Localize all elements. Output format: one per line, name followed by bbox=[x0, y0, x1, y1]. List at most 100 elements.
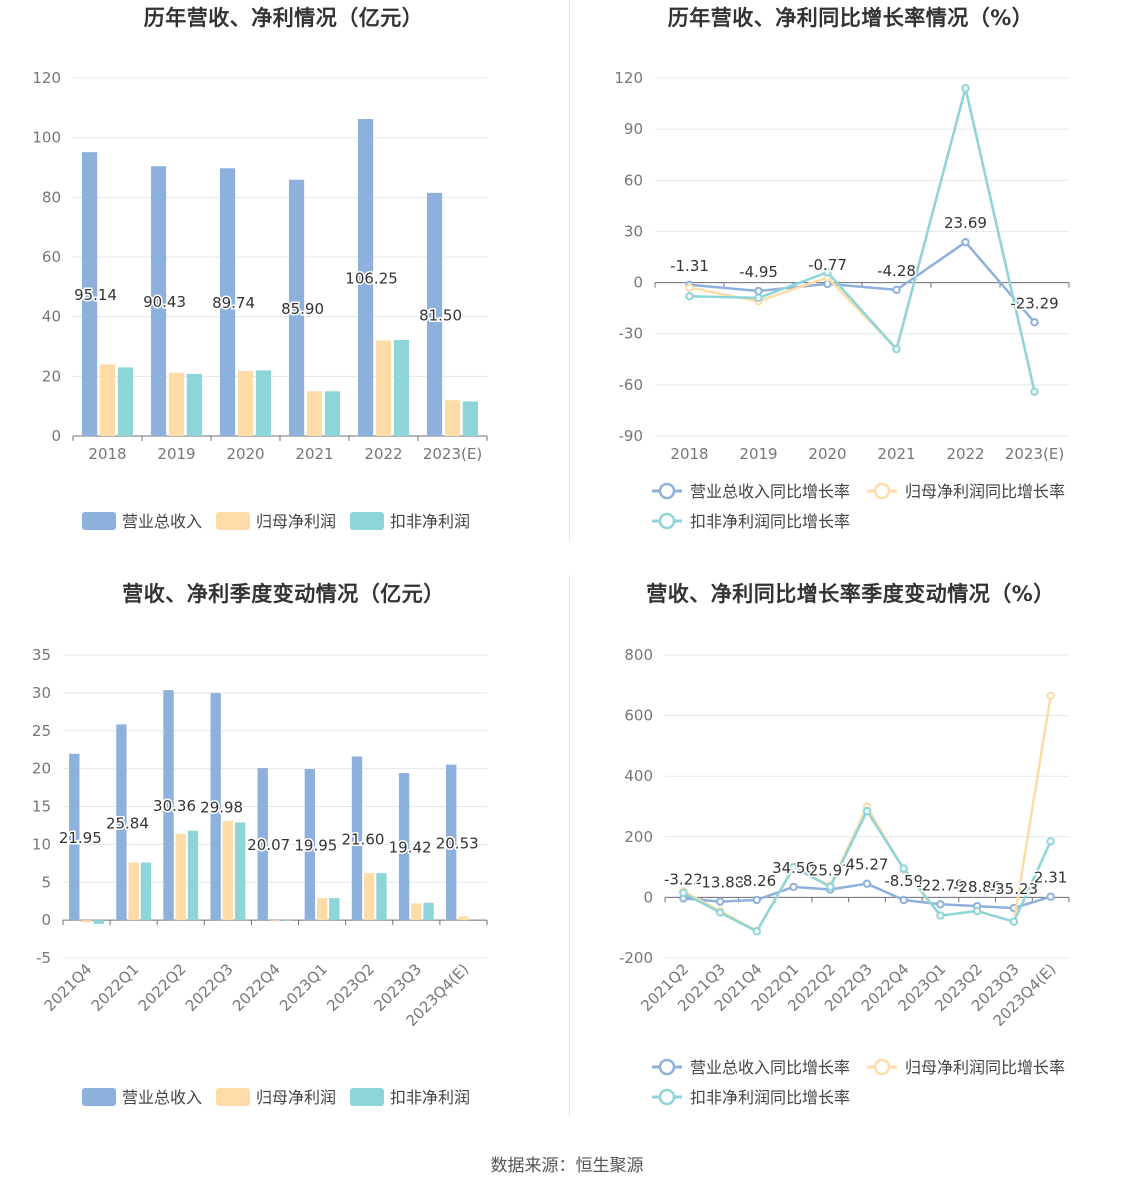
legend-marker bbox=[658, 1058, 676, 1076]
legend-swatch bbox=[350, 1088, 384, 1106]
x-tick-label: 2021Q4 bbox=[41, 960, 96, 1015]
bar-0 bbox=[398, 773, 410, 921]
bar-1 bbox=[458, 916, 469, 921]
legend-marker bbox=[658, 512, 676, 530]
bar-0 bbox=[257, 768, 268, 921]
point-value-label: -1.31 bbox=[670, 257, 709, 275]
y-tick-label: 90 bbox=[624, 120, 643, 138]
data-point-2 bbox=[1009, 917, 1019, 926]
bar-0 bbox=[163, 690, 174, 921]
panel-divider bbox=[569, 575, 570, 1117]
legend-swatch bbox=[82, 1088, 116, 1106]
legend-swatch bbox=[350, 512, 384, 530]
bar-1 bbox=[99, 364, 116, 436]
point-value-label: 25.97 bbox=[809, 862, 852, 880]
bar-0 bbox=[426, 192, 443, 436]
bar-2 bbox=[393, 339, 410, 436]
point-value-label: -35.23 bbox=[990, 880, 1038, 898]
data-point-2 bbox=[862, 806, 872, 816]
bar-1 bbox=[128, 862, 139, 921]
point-value-label: 45.27 bbox=[846, 856, 889, 874]
legend-label: 营业总收入 bbox=[122, 1088, 202, 1107]
bar-2 bbox=[187, 830, 199, 921]
y-tick-label: 35 bbox=[32, 646, 51, 664]
data-point-0 bbox=[936, 900, 945, 909]
data-point-2 bbox=[823, 268, 832, 277]
bar-value-label: 21.60 bbox=[341, 830, 384, 848]
y-tick-label: -90 bbox=[619, 427, 644, 445]
bar-2 bbox=[423, 902, 434, 921]
data-point-0 bbox=[1046, 892, 1055, 901]
legend-marker bbox=[873, 1058, 891, 1076]
data-point-0 bbox=[1030, 318, 1039, 327]
bar-value-label: 90.43 bbox=[143, 293, 186, 311]
legend-swatch bbox=[216, 512, 250, 530]
x-tick-label: 2022 bbox=[946, 445, 984, 463]
chart-svg: -5 0 5 10 15 20 25 30 35 2021Q42022Q12022Q22022Q3… bbox=[32, 646, 488, 1107]
series-line-2 bbox=[689, 87, 1036, 392]
bar-0 bbox=[357, 119, 374, 436]
legend-swatch bbox=[216, 1088, 250, 1106]
bar-0 bbox=[116, 724, 127, 921]
y-tick-label: 15 bbox=[32, 798, 51, 816]
legend-swatch bbox=[82, 512, 116, 530]
bar-2 bbox=[140, 862, 152, 921]
point-value-label: -23.29 bbox=[1010, 294, 1058, 312]
bar-0 bbox=[69, 753, 80, 921]
bar-1 bbox=[237, 370, 254, 436]
point-value-label: 23.69 bbox=[944, 214, 987, 232]
chart-title: 营收、净利季度变动情况（亿元） bbox=[122, 582, 445, 606]
data-point-1 bbox=[685, 283, 694, 292]
point-value-label: -8.26 bbox=[737, 872, 776, 890]
data-point-2 bbox=[826, 882, 835, 891]
bar-1 bbox=[81, 920, 92, 923]
bar-1 bbox=[222, 820, 234, 921]
point-value-label: -4.28 bbox=[877, 262, 916, 280]
data-point-2 bbox=[892, 344, 901, 354]
bar-2 bbox=[376, 873, 387, 921]
point-value-label: -28.86 bbox=[953, 878, 1001, 896]
bar-1 bbox=[364, 873, 375, 921]
bar-0 bbox=[210, 693, 221, 921]
series-line-0 bbox=[689, 240, 1036, 324]
bar-1 bbox=[375, 340, 392, 436]
bar-1 bbox=[269, 920, 281, 921]
data-point-2 bbox=[1030, 387, 1039, 396]
bar-0 bbox=[351, 756, 363, 921]
y-tick-label: -200 bbox=[619, 949, 653, 967]
data-point-2 bbox=[685, 292, 694, 301]
data-point-0 bbox=[961, 237, 970, 247]
x-tick-label: 2021 bbox=[877, 445, 915, 463]
y-tick-label: 10 bbox=[32, 835, 51, 853]
bar-value-label: 20.07 bbox=[247, 836, 290, 854]
data-point-2 bbox=[679, 888, 688, 898]
x-tick-label: 2022Q3 bbox=[182, 960, 237, 1015]
bar-value-label: 20.53 bbox=[436, 834, 479, 852]
bar-2 bbox=[255, 370, 272, 436]
data-point-2 bbox=[899, 864, 908, 873]
x-tick-label: 2022Q2 bbox=[135, 960, 190, 1015]
data-point-2 bbox=[961, 84, 970, 93]
data-point-2 bbox=[789, 862, 798, 872]
y-tick-label: 60 bbox=[624, 171, 643, 189]
y-tick-label: 20 bbox=[32, 760, 51, 778]
bar-0 bbox=[219, 168, 236, 436]
bar-0 bbox=[81, 152, 98, 437]
x-tick-label: 2022 bbox=[364, 445, 402, 463]
x-tick-label: 2021 bbox=[295, 445, 333, 463]
bar-2 bbox=[324, 391, 341, 436]
panel-divider bbox=[569, 0, 570, 542]
y-tick-label: 600 bbox=[624, 707, 653, 725]
bar-value-label: 19.42 bbox=[389, 839, 432, 857]
y-tick-label: 20 bbox=[42, 367, 61, 385]
bar-0 bbox=[304, 769, 316, 921]
bar-value-label: 30.36 bbox=[153, 797, 196, 815]
legend-label: 营业总收入同比增长率 bbox=[690, 482, 850, 501]
x-tick-label: 2023Q2 bbox=[323, 960, 378, 1015]
y-tick-label: 800 bbox=[624, 646, 653, 664]
point-value-label: -22.79 bbox=[916, 876, 964, 894]
x-tick-label: 2020 bbox=[226, 445, 264, 463]
y-tick-label: 120 bbox=[32, 69, 61, 87]
data-point-2 bbox=[715, 908, 725, 917]
y-tick-label: 0 bbox=[41, 911, 51, 929]
